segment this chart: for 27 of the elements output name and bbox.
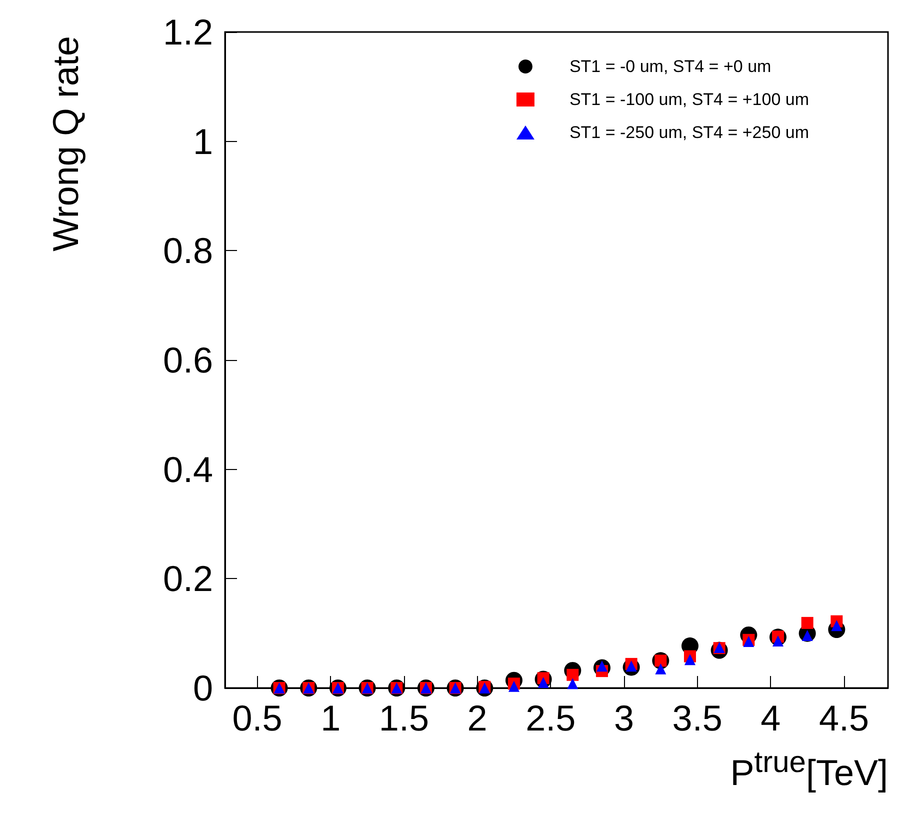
- y-tick-label: 1: [192, 120, 213, 162]
- y-tick-label: 0.2: [162, 558, 213, 600]
- x-tick-label: 2: [467, 698, 488, 738]
- x-tick-label: 1.5: [378, 698, 429, 738]
- legend-label: ST1 = -250 um, ST4 = +250 um: [569, 123, 810, 142]
- legend-label: ST1 = -0 um, ST4 = +0 um: [569, 57, 772, 76]
- x-tick-label: 1: [320, 698, 341, 738]
- x-tick-label: 4: [760, 698, 781, 738]
- y-tick-label: 0.8: [162, 230, 213, 272]
- point: [684, 654, 696, 666]
- point: [655, 663, 666, 674]
- x-tick-label: 0.5: [232, 698, 282, 738]
- x-tick-label: 2.5: [526, 698, 576, 738]
- y-axis-title: Wrong Q rate: [45, 36, 86, 252]
- y-tick-label: 1.2: [162, 12, 213, 52]
- y-tick-label: 0.6: [162, 340, 213, 380]
- point: [567, 678, 578, 690]
- point: [801, 616, 814, 629]
- y-tick-label: 0.4: [162, 448, 213, 490]
- point: [743, 636, 754, 648]
- x-tick-label: 3.5: [672, 698, 722, 738]
- point: [508, 680, 520, 692]
- y-tick-label: 0: [192, 668, 213, 708]
- x-tick-label: 3: [614, 698, 634, 738]
- legend-label: ST1 = -100 um, ST4 = +100 um: [569, 90, 810, 109]
- x-tick-label: 4.5: [818, 698, 870, 738]
- x-axis-title: P$^{true}$[TeV]: [730, 746, 888, 793]
